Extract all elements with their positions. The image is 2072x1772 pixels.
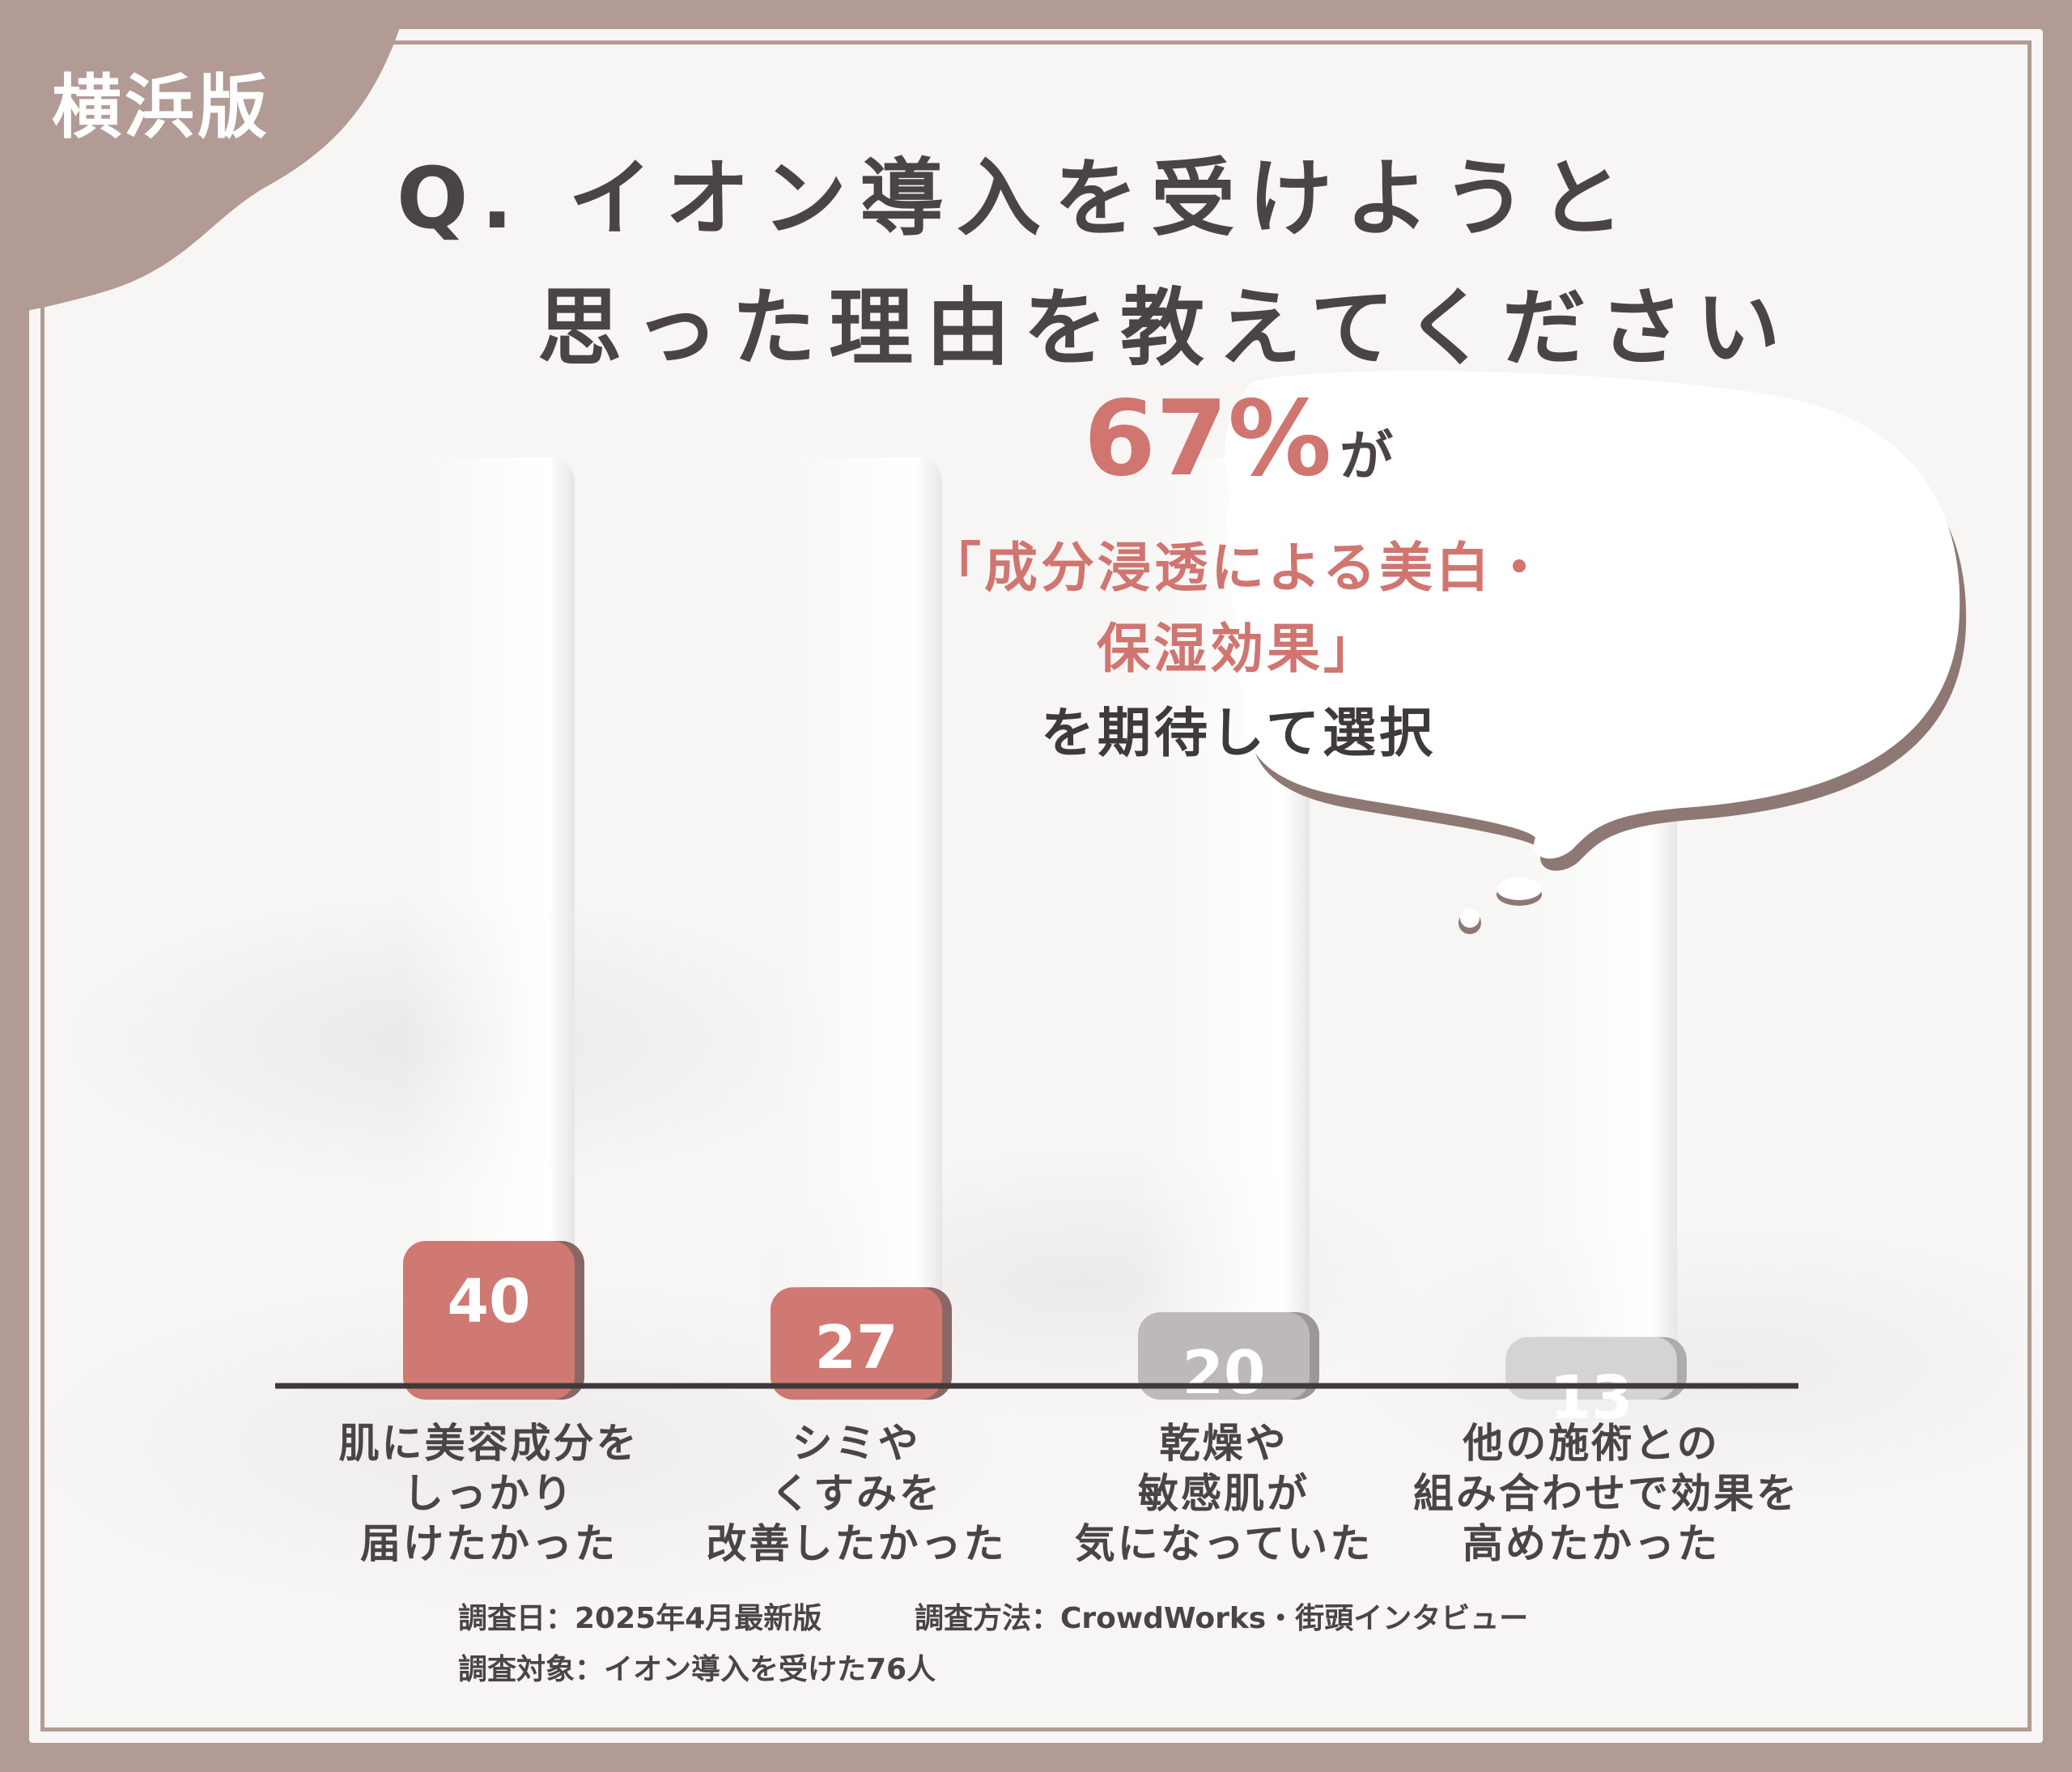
category-label-line: 肌に美容成分を <box>338 1420 639 1467</box>
category-label-line: 届けたかった <box>360 1520 618 1567</box>
callout-line3: 保湿効果」 <box>1097 618 1380 680</box>
callout-percent-suffix: が <box>1340 425 1394 487</box>
bar-value-label: 27 <box>815 1313 898 1383</box>
category-label-line: 気になっていた <box>1074 1520 1374 1567</box>
bar-value-label: 20 <box>1182 1338 1266 1408</box>
bar-track <box>771 457 942 1383</box>
question-title-line1: Q. イオン導入を受けようと <box>397 149 1637 248</box>
category-label-line: 高めたかった <box>1463 1520 1720 1567</box>
category-label-line: くすみを <box>771 1470 942 1517</box>
callout-percent-value: 67% <box>1083 379 1332 499</box>
bar-value-label: 13 <box>1550 1363 1633 1433</box>
bar-1 <box>403 1241 575 1400</box>
bar-track <box>403 457 575 1383</box>
category-label-line: 他の施術との <box>1463 1420 1720 1467</box>
category-label-line: シミや <box>792 1420 921 1467</box>
category-label-3: 乾燥や 敏感肌が 気になっていた <box>1046 1418 1402 1569</box>
callout-line2: 「成分浸透による美白・ <box>927 537 1550 599</box>
category-label-4: 他の施術との 組み合わせで効果を 高めたかった <box>1413 1418 1799 1569</box>
category-label-line: 乾燥や <box>1159 1420 1289 1467</box>
survey-date: 調査日：2025年4月最新版 <box>458 1602 822 1635</box>
bar-value-label: 40 <box>448 1267 531 1336</box>
region-badge: 横浜版 <box>52 67 270 148</box>
callout-percent: 67% が <box>874 379 1603 499</box>
question-title-line2: 思った理由を教えてください <box>537 278 1794 377</box>
callout-line4: を期待して選択 <box>1040 702 1437 764</box>
bar-2 <box>771 1287 942 1400</box>
survey-subject: 調査対象：イオン導入を受けた76人 <box>458 1653 936 1686</box>
category-label-line: 改善したかった <box>706 1520 1007 1567</box>
category-label-line: しっかり <box>403 1470 575 1517</box>
category-label-line: 組み合わせで効果を <box>1413 1470 1799 1517</box>
bar-3 <box>1138 1312 1310 1400</box>
category-label-2: シミや くすみを 改善したかった <box>678 1418 1034 1569</box>
category-label-1: 肌に美容成分を しっかり 届けたかった <box>311 1418 667 1569</box>
survey-method: 調査方法：CrowdWorks・街頭インタビュー <box>915 1602 1529 1635</box>
corner-badge-shape <box>0 0 409 316</box>
category-label-line: 敏感肌が <box>1138 1470 1310 1517</box>
infographic-card <box>29 29 2043 1743</box>
